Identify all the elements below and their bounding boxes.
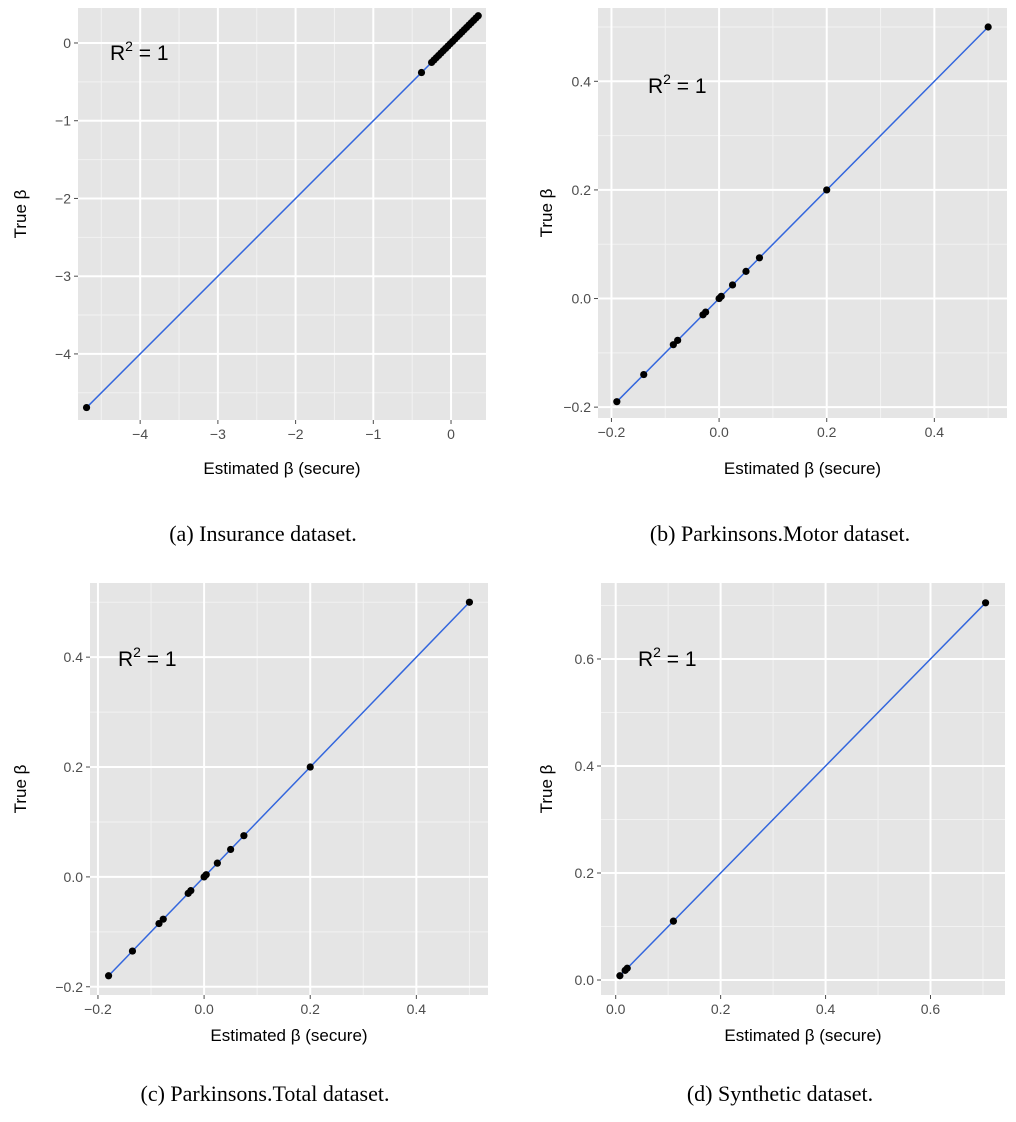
y-tick-label: 0.4 — [64, 649, 84, 665]
x-axis-label: Estimated β (secure) — [724, 459, 881, 478]
subfigure-caption: (a) Insurance dataset. — [169, 521, 357, 546]
y-tick-label: −4 — [55, 346, 71, 362]
y-tick-label: 0.0 — [572, 291, 592, 307]
x-tick-label: 0.6 — [921, 1001, 941, 1017]
data-point — [417, 68, 426, 77]
x-axis-label: Estimated β (secure) — [203, 459, 360, 478]
x-tick-label: 0.2 — [300, 1001, 320, 1017]
x-tick-label: 0.0 — [709, 424, 729, 440]
data-point — [755, 254, 764, 262]
data-point — [104, 972, 113, 980]
data-point — [82, 403, 91, 412]
y-tick-label: 0.2 — [575, 865, 595, 881]
y-tick-label: 0.2 — [64, 759, 84, 775]
data-point — [240, 832, 248, 840]
x-tick-label: −3 — [210, 426, 226, 442]
data-point — [202, 871, 210, 879]
y-tick-label: 0.0 — [575, 972, 595, 988]
x-tick-label: 0.4 — [925, 424, 945, 440]
x-tick-label: 0.0 — [606, 1001, 626, 1017]
r-squared-annotation: R2 = 1 — [118, 644, 177, 671]
data-point — [613, 398, 621, 406]
y-tick-label: −0.2 — [55, 979, 83, 995]
y-tick-label: 0.4 — [572, 73, 592, 89]
y-tick-label: 0.0 — [64, 869, 84, 885]
y-axis-label: True β — [11, 764, 30, 813]
data-point — [213, 859, 221, 867]
subfigure-caption: (b) Parkinsons.Motor dataset. — [650, 521, 910, 546]
data-point — [306, 763, 314, 771]
data-point — [465, 598, 474, 606]
data-point — [823, 186, 831, 194]
data-point — [159, 915, 167, 923]
data-point — [616, 972, 624, 980]
y-axis-label: True β — [11, 189, 30, 238]
y-axis-label: True β — [537, 764, 556, 813]
data-point — [728, 281, 737, 289]
data-point — [984, 23, 992, 31]
x-tick-label: 0.2 — [711, 1001, 731, 1017]
data-point — [227, 845, 235, 854]
r-squared-annotation: R2 = 1 — [110, 38, 169, 65]
x-tick-label: 0.2 — [817, 424, 837, 440]
subfigure-caption: (c) Parkinsons.Total dataset. — [141, 1081, 390, 1106]
y-tick-label: 0.6 — [575, 651, 595, 667]
data-point — [669, 917, 678, 925]
data-point — [742, 267, 750, 275]
data-point — [640, 370, 648, 379]
x-tick-label: −2 — [288, 426, 304, 442]
data-point — [623, 964, 631, 972]
x-tick-label: −1 — [365, 426, 381, 442]
x-tick-label: −0.2 — [84, 1001, 112, 1017]
y-tick-label: −2 — [55, 190, 71, 206]
subfigure-caption: (d) Synthetic dataset. — [687, 1081, 873, 1106]
chart-panel-0: −4 −3 −2 −1 0 −4 −3 −2 −1 0 R2 = 1 Estimated β (sec… — [11, 8, 486, 546]
data-point — [187, 887, 195, 895]
y-tick-label: −3 — [55, 268, 71, 284]
x-tick-label: 0.4 — [816, 1001, 836, 1017]
y-tick-label: 0.4 — [575, 758, 595, 774]
r-squared-annotation: R2 = 1 — [638, 644, 697, 671]
x-tick-label: −0.2 — [598, 424, 626, 440]
x-tick-label: 0.4 — [407, 1001, 427, 1017]
x-tick-label: 0 — [447, 426, 455, 442]
r-squared-annotation: R2 = 1 — [648, 71, 707, 98]
y-tick-label: 0.2 — [572, 182, 592, 198]
x-axis-label: Estimated β (secure) — [210, 1026, 367, 1045]
chart-panel-1: −0.2 0.0 0.2 0.4 −0.2 0.0 0.2 0.4 R2 = 1 Estimate… — [537, 8, 1007, 546]
y-tick-label: 0 — [63, 35, 71, 51]
y-tick-label: −0.2 — [563, 399, 591, 415]
data-point — [717, 292, 725, 300]
data-point — [474, 12, 482, 20]
data-point — [981, 599, 990, 607]
chart-panel-2: −0.2 0.0 0.2 0.4 −0.2 0.0 0.2 0.4 R2 = 1 Estimate… — [11, 583, 488, 1106]
data-point — [702, 308, 710, 316]
x-tick-label: −4 — [132, 426, 148, 442]
data-point — [128, 947, 137, 955]
chart-panel-3: 0.0 0.2 0.4 0.6 0.0 0.2 0.4 0.6 R2 = 1 Estimated … — [537, 583, 1005, 1106]
x-axis-label: Estimated β (secure) — [724, 1026, 881, 1045]
fit-line — [108, 601, 470, 977]
data-point — [674, 336, 682, 344]
y-tick-label: −1 — [55, 113, 71, 129]
x-tick-label: 0.0 — [194, 1001, 214, 1017]
fit-line — [86, 15, 479, 409]
fit-line — [619, 602, 987, 977]
y-axis-label: True β — [537, 188, 556, 237]
